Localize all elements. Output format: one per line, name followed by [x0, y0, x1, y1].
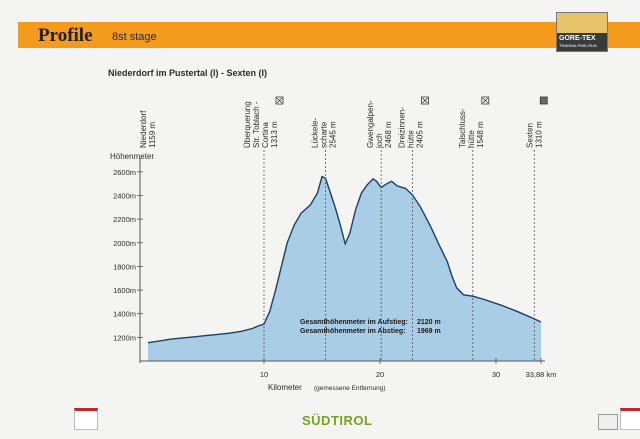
station-label-line: 1313 m — [270, 121, 279, 148]
station-label: Talschluss-hütte 1548 m — [458, 108, 485, 148]
y-tick-label: 1400m — [113, 310, 136, 319]
station-label-line: joch — [375, 133, 384, 149]
x-tick-label: 20 — [376, 370, 384, 379]
station-label-line: 2468 m — [384, 121, 393, 148]
footer-logo: SÜDTIROL — [302, 413, 373, 428]
stat-value: 2120 m — [417, 319, 441, 326]
x-axis-title: Kilometer — [268, 383, 302, 392]
station-label-line: 1159 m — [148, 122, 157, 148]
y-tick-label: 2400m — [113, 191, 136, 200]
x-axis-note: (gemessene Entfernung) — [314, 385, 386, 392]
x-tick-label: 30 — [492, 370, 500, 379]
station-label-line: hütte — [467, 130, 476, 148]
station-label-line: Gwengalpen- — [366, 100, 375, 148]
hut-icon-cross — [276, 97, 283, 104]
sponsor-badge-left — [74, 408, 98, 430]
station-label-line: 2545 m — [328, 121, 337, 148]
page-title: Profile — [38, 25, 93, 46]
station-label-line: 1310 m — [534, 121, 543, 148]
station-label-line: Niederdorf — [139, 110, 148, 148]
y-tick-label: 1600m — [113, 286, 136, 295]
finish-flag-icon — [539, 96, 548, 105]
profile-line — [147, 175, 542, 344]
stat-label: Gesamthöhenmeter im Abstieg: — [300, 328, 406, 335]
sponsor-badge-right — [620, 408, 640, 430]
station-label-line: Lückele- — [310, 117, 319, 148]
y-tick-label: 2000m — [113, 239, 136, 248]
station-label: Überquerung Str. Toblach - Cortina 1313 m — [243, 101, 279, 148]
route-title: Niederdorf im Pustertal (I) - Sexten (I) — [108, 68, 268, 78]
brand-emblem — [557, 13, 607, 33]
stat-value: 1969 m — [417, 328, 441, 335]
stage-subtitle: 8st stage — [112, 31, 157, 43]
brand-logo: GORE-TEX TRANSALPINE-RUN — [556, 12, 608, 52]
hut-icon-cross — [422, 97, 428, 104]
x-tick-label: 10 — [260, 370, 268, 379]
station-label: Niederdorf 1159 m — [139, 110, 157, 148]
station-label: Gwengalpen-joch 2468 m — [366, 100, 393, 149]
station-label-line: Überquerung — [243, 101, 252, 148]
station-label-line: Dreizinnen- — [397, 107, 406, 148]
x-tick-label: 33,88 km — [526, 370, 557, 379]
y-tick-label: 2200m — [113, 215, 136, 224]
station-label-line: 2405 m — [415, 121, 424, 148]
station-label-line: Talschluss- — [458, 108, 467, 148]
brand-name: GORE-TEX — [559, 35, 596, 42]
header-band: Profile 8st stage — [18, 22, 640, 48]
station-label: Sexten 1310 m — [525, 121, 543, 148]
station-label-line: hütte — [406, 130, 415, 148]
station-label: Lückele-scharte 2545 m — [310, 117, 337, 148]
y-tick-label: 1800m — [113, 262, 136, 271]
y-tick-label: 1200m — [113, 333, 136, 342]
profile-area — [148, 176, 541, 361]
station-label-line: Str. Toblach - — [252, 101, 261, 148]
stat-label: Gesamthöhenmeter im Aufstieg: — [300, 319, 408, 326]
station-label: Dreizinnen-hütte 2405 m — [397, 107, 424, 148]
y-axis-title: Höhenmeter — [110, 152, 155, 161]
station-label-line: 1548 m — [476, 121, 485, 148]
station-label-line: Cortina — [261, 122, 270, 148]
brand-tagline: TRANSALPINE-RUN — [559, 43, 597, 48]
sponsor-badge-right-small — [598, 414, 618, 430]
hut-icon-cross — [482, 97, 489, 104]
y-tick-label: 2600m — [113, 168, 136, 177]
station-label-line: Sexten — [525, 123, 534, 148]
station-label-line: scharte — [319, 121, 328, 148]
